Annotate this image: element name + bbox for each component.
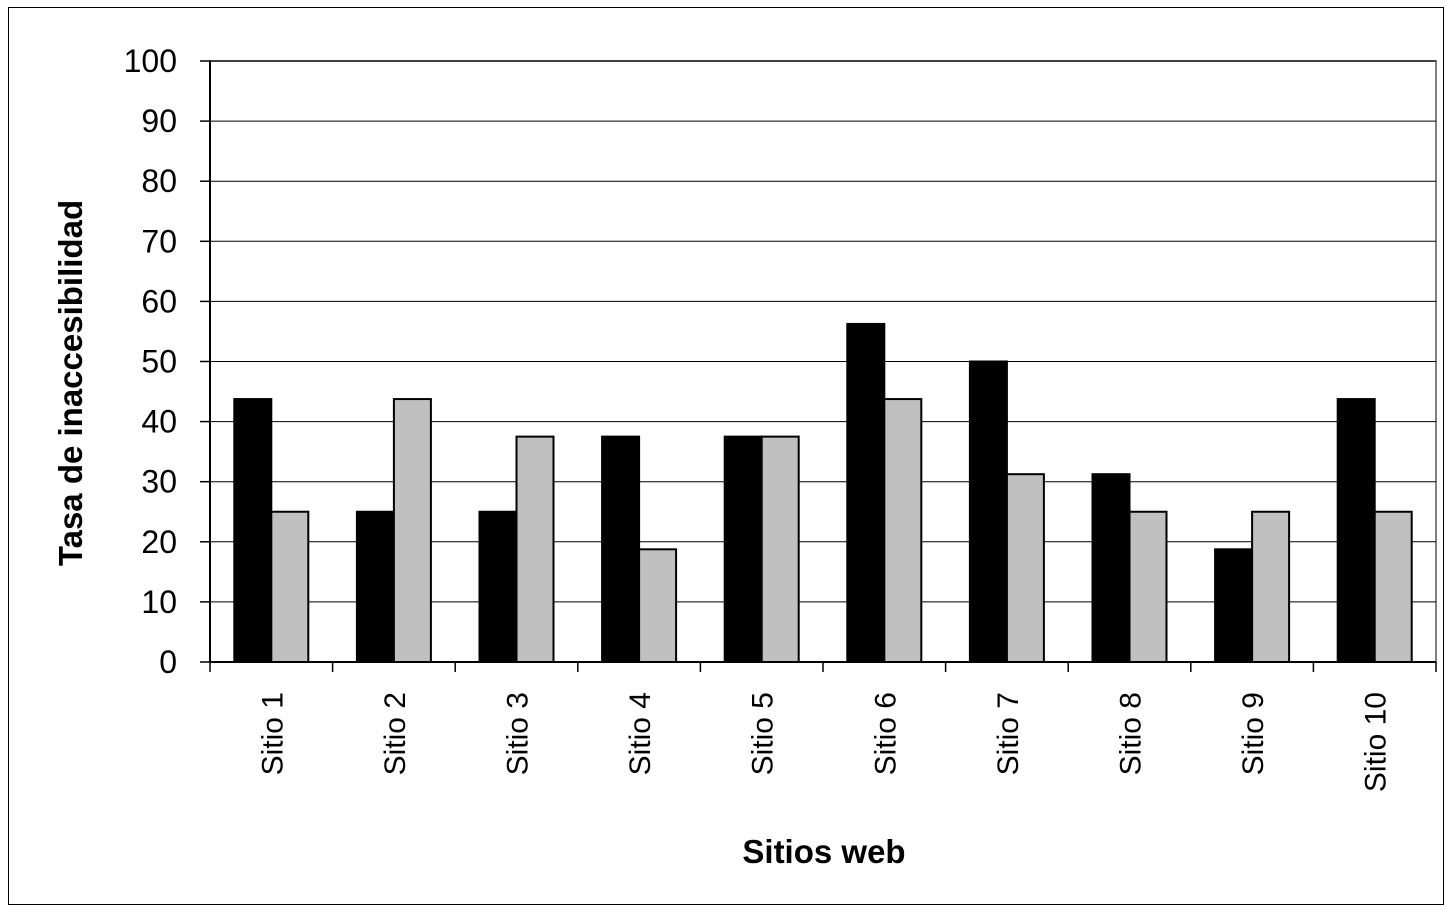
x-tick-label: Sitio 1 [256, 692, 289, 775]
bar [1128, 510, 1168, 663]
y-tick-label: 70 [141, 223, 177, 259]
bar [968, 360, 1008, 663]
axes [200, 60, 1437, 672]
bar [515, 435, 555, 663]
y-tick-label: 40 [141, 404, 177, 440]
x-tick-label: Sitio 10 [1360, 692, 1393, 792]
bar [1336, 398, 1376, 663]
y-tick-label: 20 [141, 524, 177, 560]
bar [355, 510, 395, 663]
y-tick-label: 90 [141, 103, 177, 139]
x-tick-label: Sitio 9 [1237, 692, 1270, 775]
x-tick-labels: Sitio 1 Sitio 2 Sitio 3 Sitio 4 Sitio 5 Sitio… [256, 692, 1392, 792]
y-tick-label: 100 [124, 43, 177, 79]
bar [478, 510, 518, 663]
bar [1091, 473, 1131, 663]
bar [392, 398, 432, 663]
bar [1214, 548, 1254, 663]
y-tick-label: 50 [141, 344, 177, 380]
y-axis-title: Tasa de inaccesibilidad [52, 200, 89, 566]
y-tick-label: 0 [159, 644, 177, 680]
x-tick-label: Sitio 8 [1115, 692, 1148, 775]
bar [723, 435, 763, 663]
y-tick-label: 30 [141, 464, 177, 500]
x-tick-label: Sitio 7 [992, 692, 1025, 775]
x-axis-title: Sitios web [742, 833, 905, 870]
bar [760, 435, 800, 663]
bar [883, 398, 923, 663]
x-tick-label: Sitio 3 [502, 692, 535, 775]
x-tick-label: Sitio 6 [869, 692, 902, 775]
bar [1251, 510, 1291, 663]
bar [638, 548, 678, 663]
bar [601, 435, 641, 663]
bar [846, 322, 886, 663]
y-tick-label: 60 [141, 283, 177, 319]
bar [233, 398, 273, 663]
bar [1005, 473, 1045, 663]
y-tick-labels: 0 10 20 30 40 50 60 70 80 90 100 [124, 43, 177, 680]
x-tick-label: Sitio 2 [379, 692, 412, 775]
bar [270, 510, 310, 663]
x-tick-label: Sitio 5 [747, 692, 780, 775]
y-tick-label: 10 [141, 584, 177, 620]
x-tick-label: Sitio 4 [624, 692, 657, 775]
y-tick-label: 80 [141, 163, 177, 199]
bar [1373, 510, 1413, 663]
